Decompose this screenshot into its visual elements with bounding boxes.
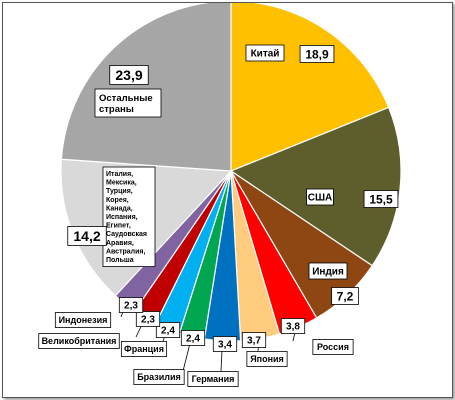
slice-11-name-box [102,166,156,267]
slice-9-name-box [38,333,120,349]
slice-12-name-line: Остальные [99,93,153,104]
slice-7-name-box [133,369,185,385]
slice-11-name-line: Турция, [106,188,133,195]
slice-3-value: 7,2 [337,289,354,303]
slice-11-name-line: Египет, [106,223,131,230]
slice-4-value: 3,8 [286,322,300,333]
slice-8-value: 2,4 [161,326,175,337]
slice-9-value: 2,3 [141,315,155,326]
slice-7-name: Бразилия [137,372,181,382]
slice-11-value: 14,2 [73,228,100,244]
slice-6-value: 3,4 [218,340,232,351]
pie-slice-2 [229,106,402,267]
slice-7-value-box [180,330,206,346]
slice-9-name: Великобритания [42,336,117,346]
slice-5-value: 3,7 [247,336,261,347]
slice-4-value-box [280,318,306,334]
pie-slice-12 [60,3,232,172]
slice-4-name-box [312,339,354,355]
slice-1-name: Китай [251,49,280,60]
slice-11-name-line: Аравия, [106,240,134,247]
slice-9-value-box [135,311,161,327]
slice-11-name-line: Канада, [106,205,133,212]
slice-2-value-box [363,190,399,208]
slice-11-name-line: Саудовская [106,231,147,238]
slice-11-name-line: Испания, [106,214,138,221]
slice-1-name-box [245,44,285,62]
slice-6-name: Германия [192,374,235,384]
slice-5-name-box [246,351,288,367]
slice-3-name: Индия [312,267,344,278]
pie-chart: Китай 18,9 США 15,5 Индия 7,2 Россия 3,8 Япония 3… [38,3,402,387]
slice-12-value-box [109,65,149,85]
slice-8-name: Франция [124,344,164,354]
slice-11-name-line: Австралия, [106,248,146,255]
slice-8-name-box [120,341,168,357]
slice-10-name-box [54,312,112,328]
slice-10-name: Индонезия [59,315,108,325]
slice-1-value-box [299,45,335,63]
slice-11-name-line: Италия, [106,171,133,178]
slice-12-value: 23,9 [115,67,142,83]
slice-7-value: 2,4 [186,334,200,345]
slice-12-name-line: страны [99,104,134,115]
slice-11-value-box [67,226,107,246]
slice-10-value: 2,3 [124,301,138,312]
slice-8-value-box [155,322,181,338]
slice-4-name: Россия [317,342,349,352]
pie-labels: Китай 18,9 США 15,5 Индия 7,2 Россия 3,8 Япония 3… [38,44,399,387]
slice-2-value: 15,5 [369,192,393,206]
slice-5-value-box [241,332,267,348]
slice-1-value: 18,9 [305,47,329,61]
slice-6-value-box [212,336,238,352]
slice-11-name-line: Корея, [106,197,129,204]
slice-10-value-box [118,297,144,313]
slice-3-name-box [308,262,348,280]
slice-3-value-box [331,287,359,305]
slice-2-name: США [308,193,333,204]
slice-5-name: Япония [250,354,284,364]
slice-2-name-box [306,188,334,206]
slice-6-name-box [187,371,239,387]
slice-11-name-line: Мексика, [106,180,137,187]
slice-11-name-line: Польша [106,257,134,264]
slice-12-name-box [94,88,162,118]
